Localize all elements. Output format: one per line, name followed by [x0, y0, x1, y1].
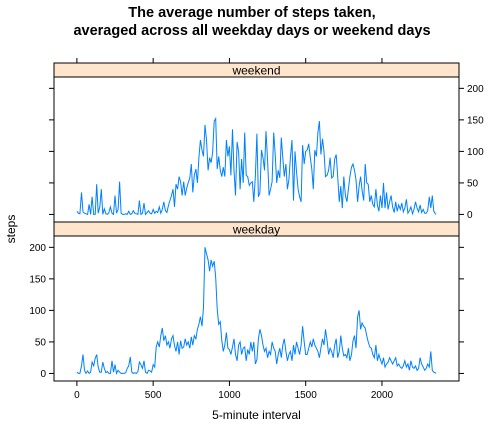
x-tick-label-2000: 2000: [371, 390, 394, 401]
y-tick-label-weekend-50: 50: [467, 178, 479, 189]
y-tick-label-weekday-0: 0: [40, 369, 46, 380]
x-tick-label-0: 0: [74, 390, 80, 401]
strip-label-weekday: weekday: [232, 223, 280, 237]
panel-weekday: weekday: [53, 221, 460, 382]
y-tick-label-weekend-200: 200: [467, 84, 484, 95]
y-tick-label-weekday-200: 200: [29, 243, 46, 254]
chart-title-line-2: averaged across all weekday days or week…: [73, 23, 430, 39]
chart-title-line-1: The average number of steps taken,: [128, 5, 375, 21]
x-axis-label: 5-minute interval: [212, 408, 301, 422]
panel-frame-weekday: [53, 235, 460, 382]
y-tick-label-weekday-100: 100: [29, 306, 46, 317]
series-line-weekend: [76, 116, 437, 216]
y-tick-label-weekend-100: 100: [467, 147, 484, 158]
y-tick-label-weekend-150: 150: [467, 115, 484, 126]
x-tick-label-1500: 1500: [295, 390, 318, 401]
panel-weekend: weekend: [53, 62, 460, 223]
y-tick-label-weekday-50: 50: [35, 337, 47, 348]
y-tick-label-weekend-0: 0: [467, 210, 473, 221]
x-tick-label-1000: 1000: [218, 390, 241, 401]
series-line-weekday: [76, 247, 437, 375]
y-axis-label: steps: [4, 215, 18, 244]
y-tick-label-weekday-150: 150: [29, 274, 46, 285]
x-tick-label-500: 500: [145, 390, 162, 401]
strip-label-weekend: weekend: [231, 64, 280, 78]
